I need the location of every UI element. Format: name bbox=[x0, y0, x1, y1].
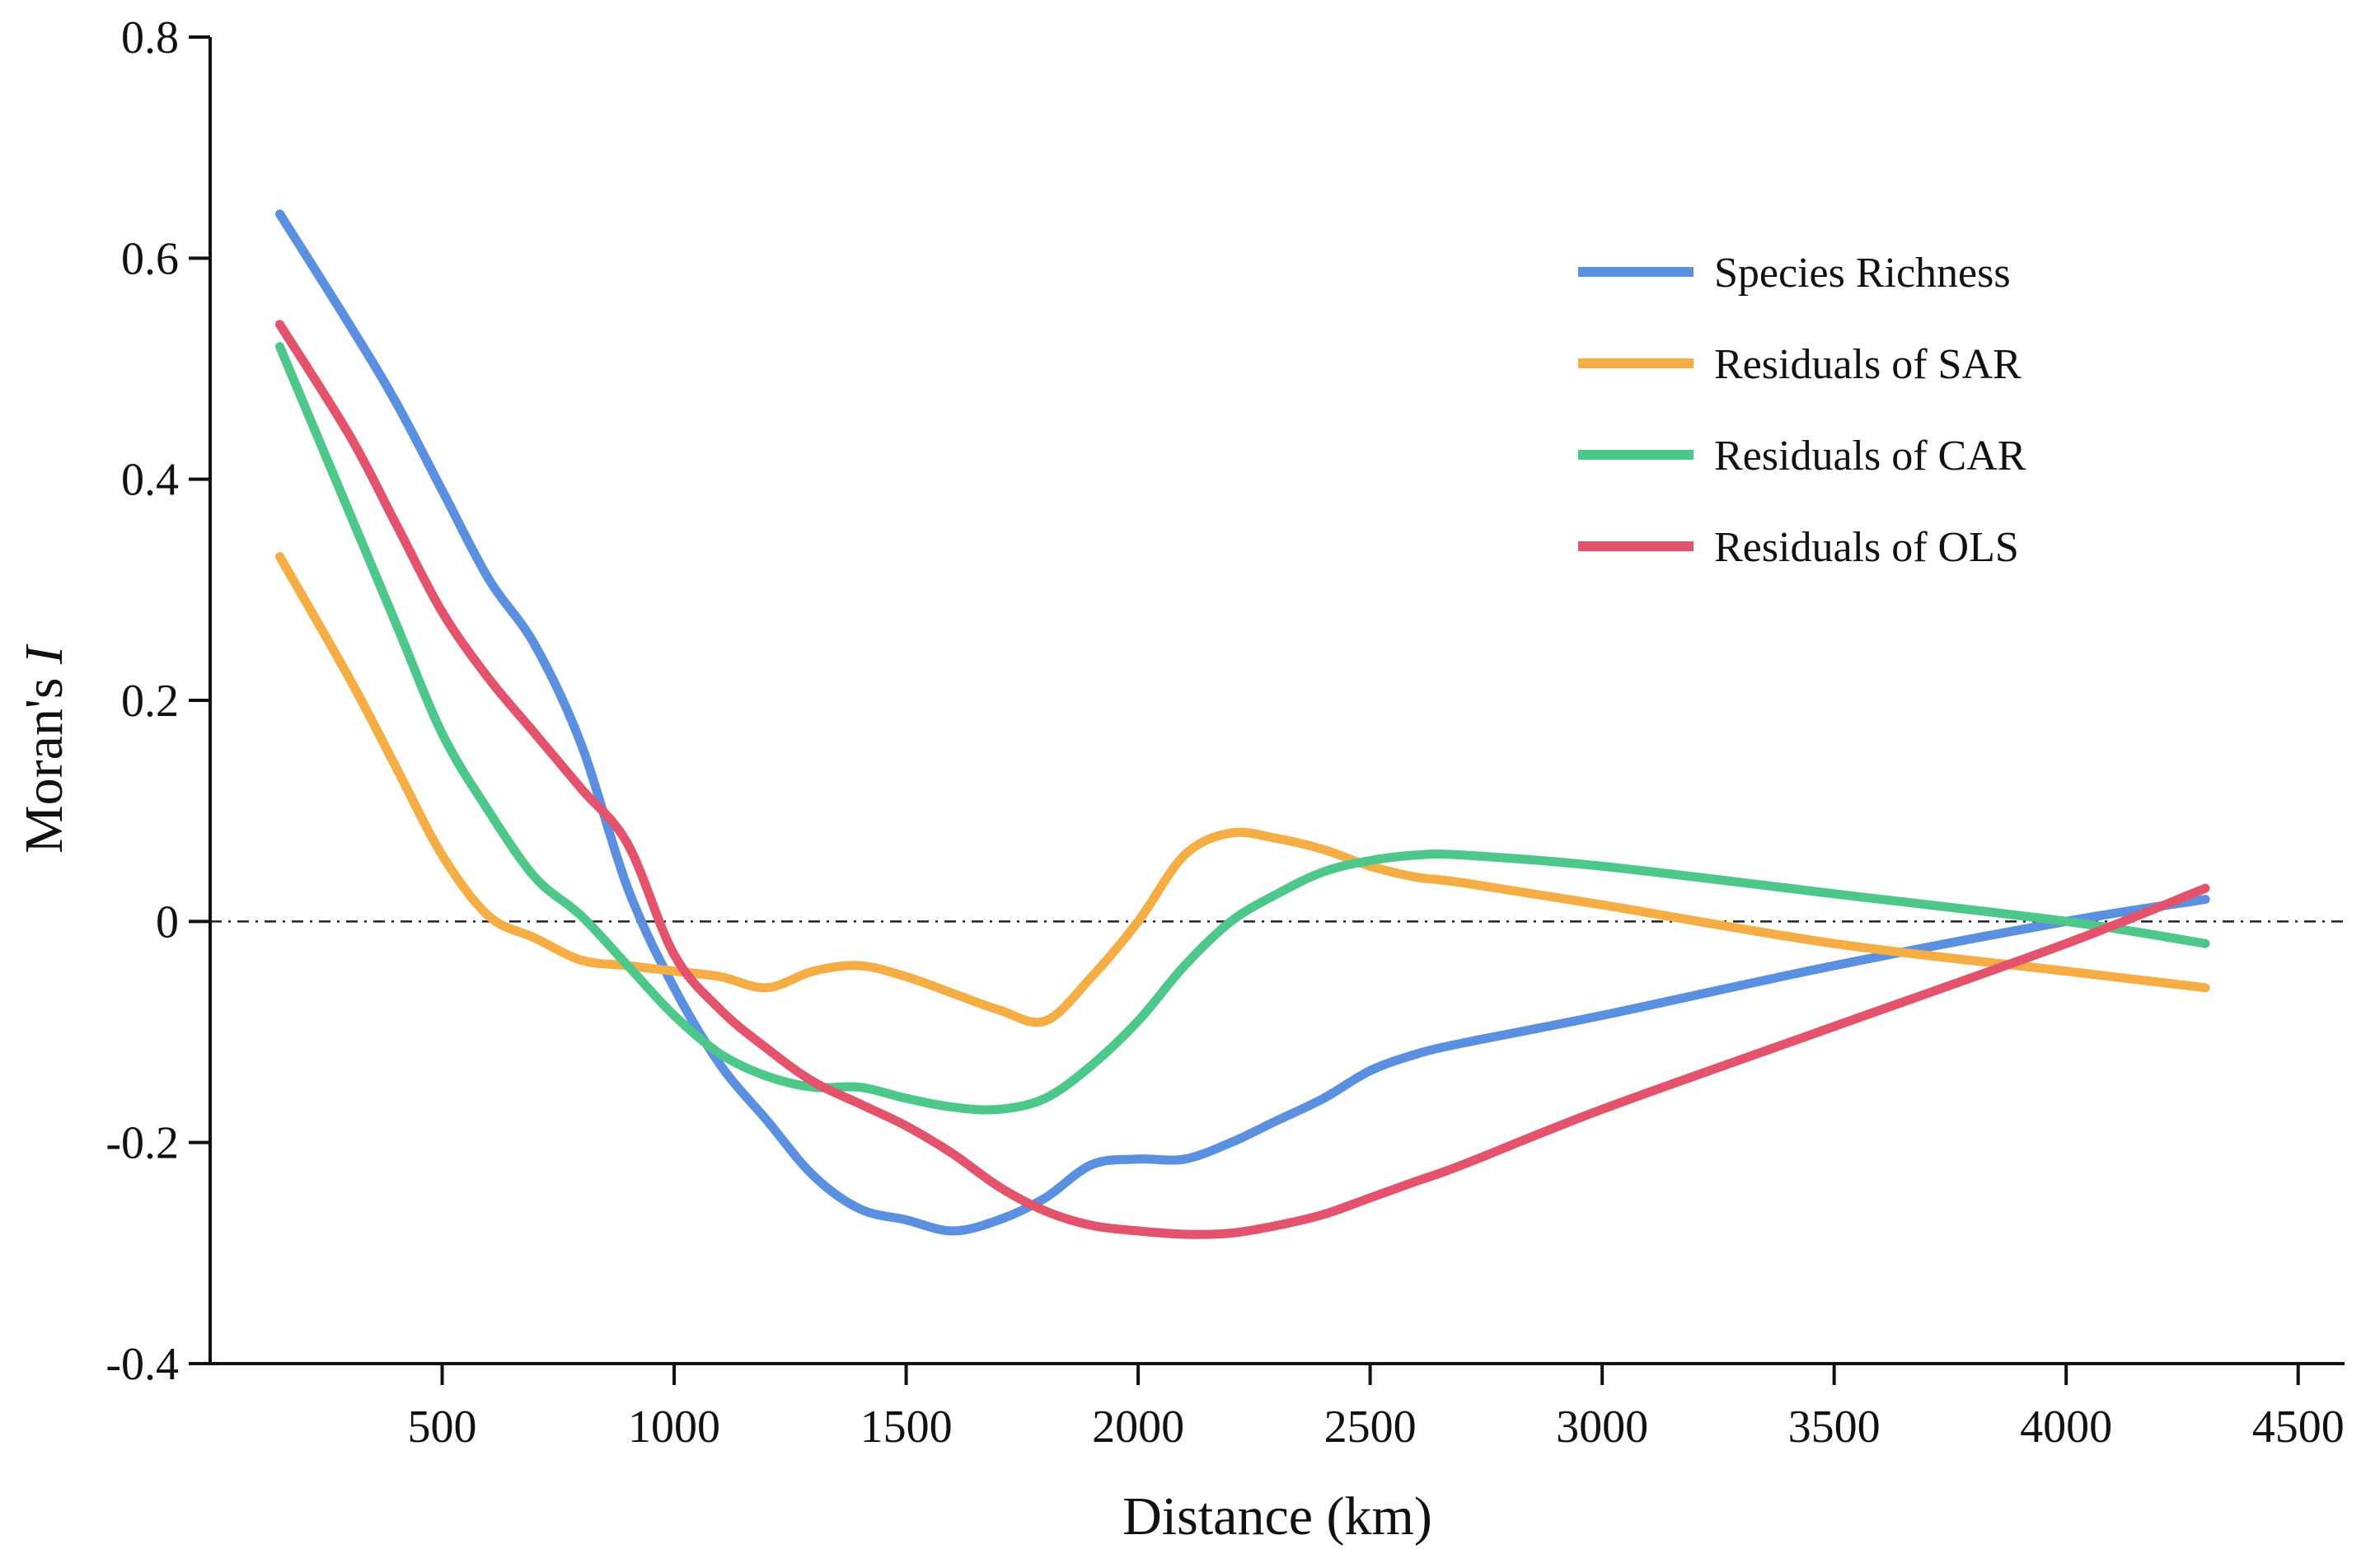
y-tick-label: -0.4 bbox=[105, 1339, 179, 1390]
x-tick-label: 3000 bbox=[1556, 1402, 1648, 1453]
y-tick-label: 0.2 bbox=[121, 676, 179, 727]
legend-label-residuals-of-sar: Residuals of SAR bbox=[1714, 341, 2022, 388]
series-layer bbox=[275, 209, 2210, 1239]
axis-layer bbox=[208, 37, 2345, 1365]
tick-layer: 500 1000 1500 2000 2500 3000 3500 4000 4500 -0.4 -… bbox=[105, 12, 2344, 1453]
x-tick-label: 4000 bbox=[2020, 1402, 2112, 1453]
legend-label-residuals-of-car: Residuals of CAR bbox=[1714, 433, 2026, 480]
x-tick-label: 2000 bbox=[1092, 1402, 1184, 1453]
x-tick-label: 500 bbox=[408, 1402, 477, 1453]
x-tick-label: 1500 bbox=[860, 1402, 953, 1453]
legend-label-species-richness: Species Richness bbox=[1714, 250, 2011, 297]
series-line-residuals-of-ols bbox=[275, 320, 2210, 1239]
y-axis-title-text: Moran's bbox=[14, 664, 74, 854]
series-line-residuals-of-car bbox=[275, 342, 2210, 1115]
x-tick-label: 4500 bbox=[2252, 1402, 2345, 1453]
x-tick-label: 2500 bbox=[1324, 1402, 1417, 1453]
x-tick-label: 1000 bbox=[628, 1402, 720, 1453]
series-line-residuals-of-sar bbox=[275, 552, 2210, 1027]
y-tick-label: 0 bbox=[156, 896, 179, 948]
y-axis-title-italic: I bbox=[14, 643, 74, 665]
y-axis-title: Moran's I bbox=[14, 643, 74, 854]
y-tick-label: 0.8 bbox=[121, 12, 179, 63]
y-tick-label: -0.2 bbox=[105, 1118, 179, 1169]
legend: Species Richness Residuals of SAR Residual… bbox=[1578, 250, 2026, 571]
y-tick-label: 0.6 bbox=[121, 233, 179, 284]
x-tick-label: 3500 bbox=[1788, 1402, 1881, 1453]
series-line-species-richness bbox=[275, 209, 2210, 1236]
legend-label-residuals-of-ols: Residuals of OLS bbox=[1714, 524, 2019, 571]
x-axis-title: Distance (km) bbox=[1122, 1486, 1432, 1547]
y-tick-label: 0.4 bbox=[121, 455, 179, 506]
